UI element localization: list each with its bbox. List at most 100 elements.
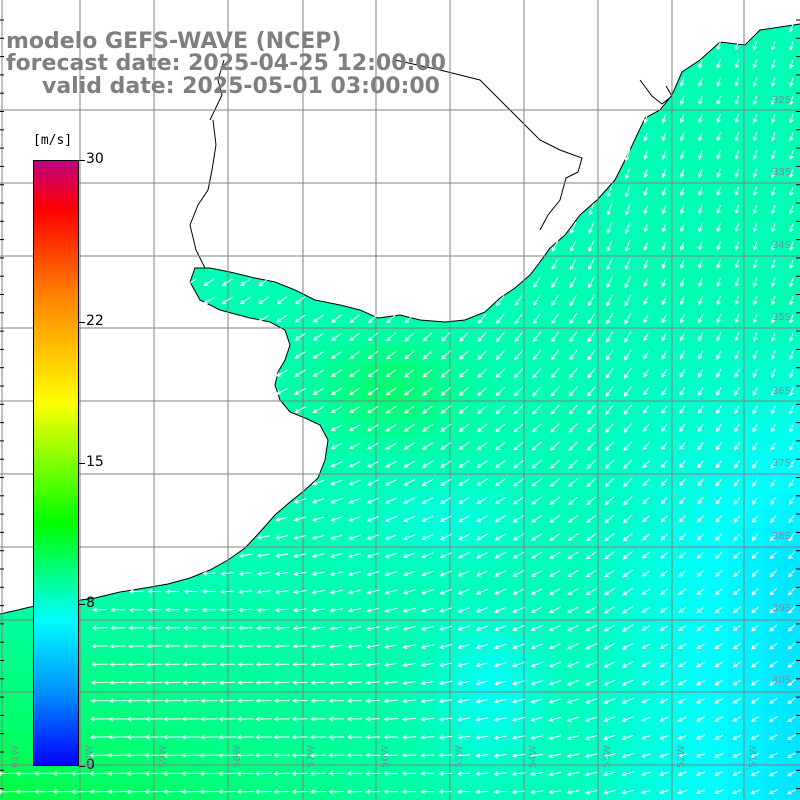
wind-arrow [604,551,615,560]
wind-arrow [364,753,381,758]
wind-arrow [221,278,233,287]
wind-arrow [384,497,397,504]
wind-arrow [402,625,416,631]
wind-arrow [643,132,649,142]
wind-arrow [107,771,129,776]
wind-arrow [697,442,704,451]
wind-arrow [348,552,361,559]
wind-arrow [715,441,722,451]
wind-arrow [383,680,398,686]
wind-arrow [548,624,561,632]
wind-arrow [769,624,778,632]
wind-arrow [752,95,758,106]
wind-arrow [328,716,344,722]
wind-arrow [566,679,580,686]
wind-arrow [457,570,470,577]
wind-arrow [477,386,488,397]
wind-arrow [567,496,579,505]
wind-arrow [493,680,507,686]
wind-arrow [531,441,542,451]
lon-label: 54W [528,745,539,768]
wind-arrow [294,296,306,305]
wind-arrow [385,442,397,450]
wind-arrow [770,314,776,324]
wind-arrow [588,221,595,234]
wind-arrow [698,277,703,288]
wind-arrow [92,607,108,613]
wind-arrow [273,734,290,740]
wind-arrow [604,441,615,452]
wind-arrow [752,241,758,251]
wind-arrow [569,294,577,307]
wind-arrow [531,496,542,505]
wind-arrow [494,478,506,487]
wind-arrow [90,698,109,704]
wind-arrow [734,277,740,288]
wind-arrow [383,662,398,668]
wind-arrow [70,771,93,777]
wind-arrow [603,734,616,741]
wind-arrow [512,551,525,559]
field-cell [18,618,37,638]
wind-arrow [15,771,39,777]
wind-arrow [422,387,433,396]
wind-arrow [457,643,471,650]
wind-arrow [330,406,343,414]
wind-arrow [679,77,685,88]
wind-arrow [716,387,722,397]
wind-arrow [292,680,308,685]
wind-arrow [258,278,269,287]
wind-arrow [330,534,343,540]
wind-arrow [660,442,668,451]
wind-arrow [770,441,777,451]
wind-arrow [605,422,614,433]
wind-arrow [551,313,559,325]
wind-arrow [293,589,307,595]
wind-arrow [641,643,651,649]
wind-arrow [329,626,344,631]
wind-arrow [770,150,776,160]
wind-arrow [272,771,291,776]
wind-arrow [200,662,217,667]
wind-arrow [329,589,343,595]
wind-arrow [367,405,379,414]
wind-arrow [659,643,669,650]
wind-arrow [347,644,362,649]
wind-arrow [292,662,308,667]
wind-arrow [606,185,613,198]
wind-arrow [531,514,543,523]
wind-arrow [311,516,325,522]
wind-arrow [162,753,183,758]
wind-arrow [642,460,650,469]
wind-arrow [440,405,451,414]
wind-arrow [310,680,326,685]
wind-arrow [237,680,254,685]
wind-arrow [181,753,201,758]
wind-arrow [221,296,233,305]
wind-arrow [752,186,758,197]
wind-arrow [182,662,199,667]
wind-arrow [566,643,580,650]
wind-arrow [237,662,254,667]
wind-arrow [331,332,342,341]
wind-arrow [476,423,488,433]
wind-arrow [402,662,416,668]
wind-arrow [696,533,705,541]
wind-arrow [698,204,703,215]
wind-arrow [366,424,379,432]
wind-arrow [125,771,147,776]
wind-arrow [127,680,145,685]
wind-arrow [456,789,471,795]
wind-arrow [789,350,794,361]
wind-arrow [643,168,649,179]
wind-arrow [146,607,162,613]
wind-arrow [714,569,723,578]
wind-arrow [217,753,237,758]
wind-arrow [217,789,237,795]
wind-arrow [367,350,379,360]
wind-arrow [548,588,561,595]
wind-arrow [789,386,794,397]
wind-arrow [585,643,598,650]
wind-arrow [127,643,145,649]
wind-arrow [420,753,435,758]
